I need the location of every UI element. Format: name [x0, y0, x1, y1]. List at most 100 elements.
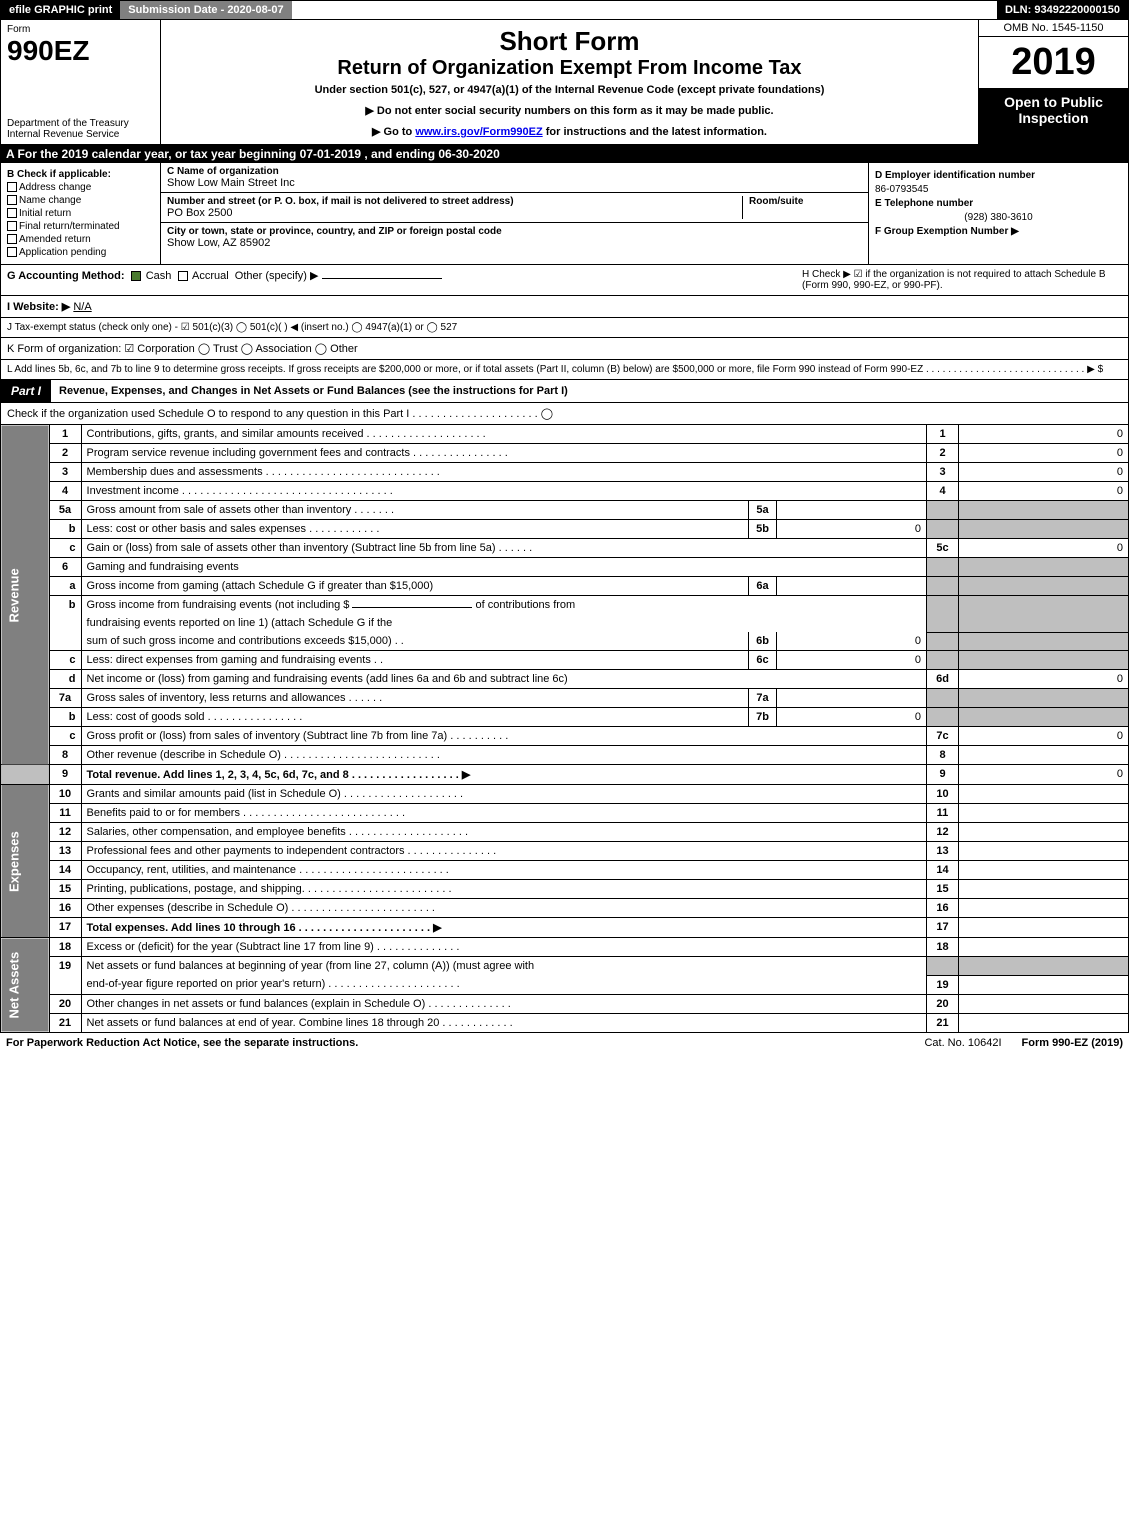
arrow2-post: for instructions and the latest informat… — [543, 126, 767, 138]
paperwork-notice: For Paperwork Reduction Act Notice, see … — [6, 1037, 904, 1049]
arrow-line-1: ▶ Do not enter social security numbers o… — [167, 104, 972, 117]
row-13: 13Professional fees and other payments t… — [1, 842, 1129, 861]
room-suite-label: Room/suite — [742, 196, 862, 219]
row-21: 21Net assets or fund balances at end of … — [1, 1013, 1129, 1032]
netassets-sidebar: Net Assets — [1, 938, 50, 1033]
row-16: 16Other expenses (describe in Schedule O… — [1, 899, 1129, 918]
accounting-other: Other (specify) ▶ — [235, 270, 319, 282]
short-form-title: Short Form — [167, 26, 972, 57]
info-grid: B Check if applicable: Address change Na… — [0, 163, 1129, 265]
tax-year: 2019 — [979, 37, 1128, 88]
row-2: 2Program service revenue including gover… — [1, 444, 1129, 463]
submission-date: Submission Date - 2020-08-07 — [120, 1, 291, 19]
row-10: Expenses 10Grants and similar amounts pa… — [1, 785, 1129, 804]
ein-label: D Employer identification number — [875, 170, 1035, 181]
arrow2-pre: ▶ Go to — [372, 126, 415, 138]
row-5b: bLess: cost or other basis and sales exp… — [1, 520, 1129, 539]
row-6: 6Gaming and fundraising events — [1, 558, 1129, 577]
accounting-label: G Accounting Method: — [7, 270, 125, 282]
dln-label: DLN: 93492220000150 — [997, 1, 1128, 19]
efile-print-label[interactable]: efile GRAPHIC print — [1, 1, 120, 19]
phone-value: (928) 380-3610 — [875, 212, 1122, 223]
header-middle: Short Form Return of Organization Exempt… — [161, 20, 978, 144]
dept-label: Department of the Treasury — [7, 118, 154, 129]
lines-table: Revenue 1 Contributions, gifts, grants, … — [0, 425, 1129, 1033]
check-cash[interactable] — [131, 271, 141, 281]
check-application-pending[interactable]: Application pending — [7, 247, 154, 258]
line-g: G Accounting Method: Cash Accrual Other … — [7, 269, 802, 291]
row-6b-3: sum of such gross income and contributio… — [1, 632, 1129, 651]
page-footer: For Paperwork Reduction Act Notice, see … — [0, 1033, 1129, 1053]
box-c: C Name of organization Show Low Main Str… — [161, 163, 868, 264]
check-amended-return[interactable]: Amended return — [7, 234, 154, 245]
part-1-tab: Part I — [1, 380, 51, 402]
row-6b-1: b Gross income from fundraising events (… — [1, 596, 1129, 615]
check-final-return[interactable]: Final return/terminated — [7, 221, 154, 232]
check-address-change[interactable]: Address change — [7, 182, 154, 193]
part-1-title: Revenue, Expenses, and Changes in Net As… — [51, 381, 1128, 401]
row-6d: dNet income or (loss) from gaming and fu… — [1, 670, 1129, 689]
group-exemption-label: F Group Exemption Number ▶ — [875, 226, 1019, 237]
line-h: H Check ▶ ☑ if the organization is not r… — [802, 269, 1122, 291]
fundraising-contrib-input[interactable] — [352, 607, 472, 608]
header-right: OMB No. 1545-1150 2019 Open to Public In… — [978, 20, 1128, 144]
box-b-title: B Check if applicable: — [7, 169, 154, 180]
website-label: I Website: ▶ — [7, 301, 70, 313]
row-14: 14Occupancy, rent, utilities, and mainte… — [1, 861, 1129, 880]
accounting-other-input[interactable] — [322, 278, 442, 279]
row-5c: cGain or (loss) from sale of assets othe… — [1, 539, 1129, 558]
main-title: Return of Organization Exempt From Incom… — [167, 57, 972, 80]
form-number: 990EZ — [7, 35, 154, 67]
row-20: 20Other changes in net assets or fund ba… — [1, 994, 1129, 1013]
address-label: Number and street (or P. O. box, if mail… — [167, 196, 742, 207]
row-5a: 5aGross amount from sale of assets other… — [1, 501, 1129, 520]
city-value: Show Low, AZ 85902 — [167, 237, 862, 249]
ein-value: 86-0793545 — [875, 184, 1122, 195]
row-11: 11Benefits paid to or for members . . . … — [1, 804, 1129, 823]
form-ref: Form 990-EZ (2019) — [1022, 1037, 1123, 1049]
row-4: 4Investment income . . . . . . . . . . .… — [1, 482, 1129, 501]
open-to-public: Open to Public Inspection — [979, 88, 1128, 144]
phone-label: E Telephone number — [875, 198, 973, 209]
part-1-header: Part I Revenue, Expenses, and Changes in… — [0, 380, 1129, 403]
arrow-line-2: ▶ Go to www.irs.gov/Form990EZ for instru… — [167, 125, 972, 138]
revenue-sidebar: Revenue — [1, 425, 50, 765]
row-6a: aGross income from gaming (attach Schedu… — [1, 577, 1129, 596]
org-address-row: Number and street (or P. O. box, if mail… — [161, 193, 868, 223]
row-19a: 19Net assets or fund balances at beginni… — [1, 957, 1129, 976]
row-3: 3Membership dues and assessments . . . .… — [1, 463, 1129, 482]
instructions-link[interactable]: www.irs.gov/Form990EZ — [415, 126, 542, 138]
line-l: L Add lines 5b, 6c, and 7b to line 9 to … — [0, 360, 1129, 380]
expenses-sidebar: Expenses — [1, 785, 50, 938]
row-19b: end-of-year figure reported on prior yea… — [1, 975, 1129, 994]
check-initial-return[interactable]: Initial return — [7, 208, 154, 219]
line-i: I Website: ▶ N/A — [0, 296, 1129, 318]
row-1: Revenue 1 Contributions, gifts, grants, … — [1, 425, 1129, 444]
omb-number: OMB No. 1545-1150 — [979, 20, 1128, 37]
row-9: 9Total revenue. Add lines 1, 2, 3, 4, 5c… — [1, 765, 1129, 785]
row-8: 8Other revenue (describe in Schedule O) … — [1, 746, 1129, 765]
part-1-schedule-o-check: Check if the organization used Schedule … — [0, 403, 1129, 425]
row-18: Net Assets 18Excess or (deficit) for the… — [1, 938, 1129, 957]
row-17: 17Total expenses. Add lines 10 through 1… — [1, 918, 1129, 938]
row-7b: bLess: cost of goods sold . . . . . . . … — [1, 708, 1129, 727]
form-header: Form 990EZ Department of the Treasury In… — [0, 20, 1129, 145]
org-name: Show Low Main Street Inc — [167, 177, 862, 189]
city-label: City or town, state or province, country… — [167, 226, 862, 237]
box-def: D Employer identification number 86-0793… — [868, 163, 1128, 264]
line-a: A For the 2019 calendar year, or tax yea… — [0, 145, 1129, 163]
line-j: J Tax-exempt status (check only one) - ☑… — [0, 318, 1129, 338]
check-name-change[interactable]: Name change — [7, 195, 154, 206]
subtitle: Under section 501(c), 527, or 4947(a)(1)… — [167, 84, 972, 96]
org-name-label: C Name of organization — [167, 166, 862, 177]
row-7a: 7aGross sales of inventory, less returns… — [1, 689, 1129, 708]
row-7c: cGross profit or (loss) from sales of in… — [1, 727, 1129, 746]
irs-label: Internal Revenue Service — [7, 129, 154, 140]
row-6c: cLess: direct expenses from gaming and f… — [1, 651, 1129, 670]
line-k: K Form of organization: ☑ Corporation ◯ … — [0, 338, 1129, 360]
line-g-h: G Accounting Method: Cash Accrual Other … — [0, 265, 1129, 296]
check-accrual[interactable] — [178, 271, 188, 281]
box-b: B Check if applicable: Address change Na… — [1, 163, 161, 264]
catalog-number: Cat. No. 10642I — [904, 1037, 1021, 1049]
form-word: Form — [7, 24, 154, 35]
